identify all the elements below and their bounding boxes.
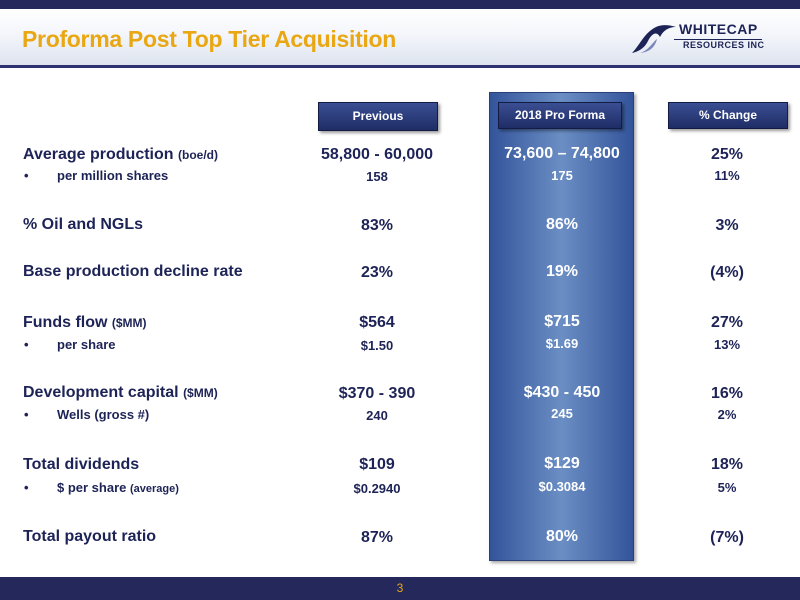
label-text: Average production — [23, 146, 174, 163]
value-change: 11% — [714, 168, 740, 183]
value-previous: $109 — [359, 456, 395, 473]
label-text: Total payout ratio — [23, 528, 157, 545]
row-label-development-capital: Development capital ($MM) — [23, 384, 218, 402]
label-unit: ($MM) — [183, 386, 218, 400]
value-change: 18% — [710, 456, 744, 473]
value-proforma: 73,600 – 74,800 — [504, 145, 620, 162]
column-header-change: % Change — [668, 102, 788, 129]
label-text: Funds flow — [23, 314, 108, 331]
value-change: 2% — [717, 407, 737, 422]
bullet: • — [24, 337, 29, 352]
proforma-highlight-column — [489, 92, 634, 561]
label-text: Development capital — [23, 384, 179, 401]
value-previous: 158 — [366, 169, 388, 184]
value-change: (7%) — [710, 529, 744, 546]
footer-bar — [0, 577, 800, 600]
value-proforma: $0.3084 — [538, 479, 586, 494]
wave-logo-icon — [632, 25, 676, 53]
company-logo: WHITECAP RESOURCES INC — [630, 17, 765, 61]
value-previous: $1.50 — [360, 338, 394, 353]
row-label-total-dividends: Total dividends — [23, 456, 139, 474]
logo-divider — [674, 39, 762, 40]
logo-name: WHITECAP — [679, 21, 758, 37]
header-rule — [0, 65, 800, 68]
row-label-oil-ngls: % Oil and NGLs — [23, 216, 143, 234]
value-previous: $370 - 390 — [338, 385, 416, 402]
value-change: 3% — [715, 217, 739, 234]
label-unit: (average) — [130, 483, 179, 495]
value-change: 16% — [710, 385, 744, 402]
value-proforma: 245 — [551, 406, 573, 421]
row-label-payout-ratio: Total payout ratio — [23, 528, 156, 546]
value-previous: 87% — [360, 529, 394, 546]
label-text: Base production decline rate — [23, 263, 243, 280]
value-proforma: $129 — [544, 455, 580, 472]
value-previous: 23% — [360, 264, 394, 281]
column-header-proforma: 2018 Pro Forma — [498, 102, 622, 129]
label-text: Wells (gross #) — [57, 407, 150, 422]
label-text: $ per share — [57, 480, 127, 495]
bullet: • — [24, 407, 29, 422]
value-proforma: $1.69 — [545, 336, 579, 351]
row-label-decline-rate: Base production decline rate — [23, 263, 243, 281]
value-previous: 240 — [366, 408, 388, 423]
value-previous: $564 — [359, 314, 395, 331]
logo-subtitle: RESOURCES INC — [683, 40, 765, 50]
row-label-average-production: Average production (boe/d) — [23, 146, 218, 164]
value-previous: 83% — [360, 217, 394, 234]
top-strip — [0, 0, 800, 9]
slide-title: Proforma Post Top Tier Acquisition — [22, 26, 397, 52]
column-header-previous: Previous — [318, 102, 438, 131]
value-change: 5% — [717, 480, 737, 495]
label-text: % Oil and NGLs — [23, 216, 144, 233]
bullet: • — [24, 168, 29, 183]
label-text: Total dividends — [23, 456, 140, 473]
label-unit: ($MM) — [111, 316, 147, 330]
value-change: 25% — [710, 146, 744, 163]
value-proforma: 80% — [545, 528, 579, 545]
value-proforma: $430 - 450 — [523, 384, 601, 401]
value-proforma: $715 — [544, 313, 580, 330]
label-text: per million shares — [57, 168, 169, 183]
row-label-dividend-per-share: • $ per share (average) — [24, 480, 179, 495]
row-label-wells: • Wells (gross #) — [24, 407, 150, 422]
value-change: 27% — [710, 314, 744, 331]
bullet: • — [24, 480, 29, 495]
header-band — [0, 9, 800, 65]
value-previous: $0.2940 — [353, 481, 401, 496]
value-change: 13% — [713, 337, 741, 352]
value-proforma: 19% — [545, 263, 579, 280]
row-label-per-share: • per share — [24, 337, 116, 352]
row-label-funds-flow: Funds flow ($MM) — [23, 314, 147, 332]
value-proforma: 86% — [545, 216, 579, 233]
label-unit: (boe/d) — [178, 148, 218, 162]
value-proforma: 175 — [551, 168, 573, 183]
value-change: (4%) — [710, 264, 744, 281]
row-label-per-million-shares: • per million shares — [24, 168, 169, 183]
page-number: 3 — [396, 581, 404, 595]
value-previous: 58,800 - 60,000 — [320, 146, 434, 163]
label-text: per share — [57, 337, 116, 352]
